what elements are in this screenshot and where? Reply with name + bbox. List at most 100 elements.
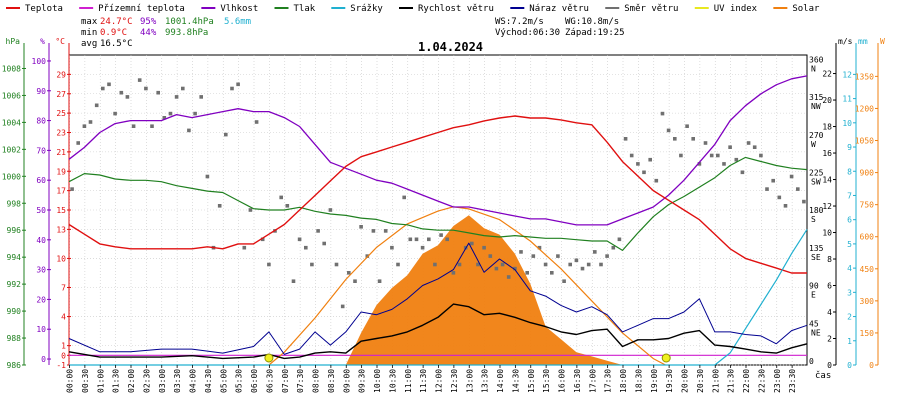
x-tick-label-24: 12:00 [435, 369, 444, 393]
series-wind-direction-point-25 [224, 132, 228, 137]
series-wind-direction-point-9 [125, 95, 130, 99]
series-wind-direction-point-24 [217, 204, 222, 208]
sunrise-info: Východ:06:30 [495, 28, 560, 38]
x-tick-label-46: 23:00 [773, 369, 782, 393]
series-wind-direction-point-16 [168, 111, 173, 116]
axis-label-mm-9: 9 [847, 143, 852, 152]
axis-label-hPa-7: 1000 [2, 172, 21, 181]
x-tick-label-36: 18:00 [619, 369, 628, 393]
axis-label-mm-3: 3 [847, 288, 852, 297]
series-wind-direction-point-49 [371, 229, 376, 233]
dir-tick-label-compass-4: S [811, 215, 816, 224]
axis-label-hPa-9: 1004 [2, 118, 21, 127]
series-wind-direction-point-36 [291, 279, 296, 283]
dir-tick-label-compass-7: NW [811, 102, 821, 111]
series-wind-direction-point-17 [174, 95, 179, 99]
series-wind-direction-point-90 [623, 137, 628, 141]
axis-label-hPa-4: 994 [7, 253, 22, 262]
stats-min-press: 993.8hPa [165, 28, 208, 38]
series-wind-direction-point-69 [494, 266, 499, 271]
series-wind-direction-point-12 [144, 86, 148, 91]
series-wind-direction-point-106 [722, 162, 726, 166]
x-tick-label-37: 18:30 [634, 369, 643, 393]
series-wind-direction-point-115 [777, 195, 782, 200]
series-wind-direction-point-8 [119, 90, 124, 95]
series-wind-direction-point-83 [580, 266, 585, 271]
axis-title-ms: m/s [838, 37, 853, 46]
series-wind-direction-point-56 [414, 237, 419, 242]
dir-tick-label-compass-5: SW [811, 177, 821, 186]
axis-label-W-2: 300 [860, 297, 875, 306]
series-wind-direction-point-48 [365, 254, 370, 258]
axis-label-pct-3: 30 [36, 266, 46, 275]
stats-avg-temp: 16.5°C [100, 39, 133, 49]
x-tick-label-38: 19:00 [650, 369, 659, 393]
series-wind-direction-point-85 [593, 250, 597, 254]
series-wind-direction-point-51 [383, 229, 388, 233]
dir-tick-label-8: 360 [809, 55, 824, 64]
series-wind-direction-point-44 [340, 304, 345, 309]
series-wind-direction-point-26 [230, 86, 234, 91]
axis-label-pct-8: 80 [36, 117, 46, 126]
plot-area [68, 75, 808, 366]
axis-label-ms-1: 2 [827, 335, 832, 344]
series-wind-direction-point-20 [193, 111, 197, 116]
x-tick-label-35: 17:30 [604, 369, 613, 393]
x-tick-label-44: 22:00 [742, 369, 751, 393]
axis-label-degC-13: 27 [56, 90, 66, 99]
x-tick-label-34: 17:00 [588, 369, 597, 393]
series-wind-direction-point-38 [304, 245, 308, 250]
series-wind-direction-point-95 [654, 178, 659, 183]
series-wind-direction-point-45 [347, 271, 351, 275]
dir-tick-label-6: 270 [809, 131, 824, 140]
axis-title-W: W [880, 37, 885, 46]
axis-label-hPa-3: 992 [7, 280, 22, 289]
series-wind-direction-point-102 [697, 162, 702, 166]
dir-tick-label-compass-6: W [811, 140, 816, 149]
series-wind-direction-point-105 [716, 153, 720, 158]
series-wind-direction-point-19 [187, 128, 191, 133]
series-wind-direction-point-119 [802, 199, 806, 204]
axis-label-ms-3: 6 [827, 282, 832, 291]
axis-label-mm-2: 2 [847, 313, 852, 322]
axis-label-ms-7: 14 [822, 176, 832, 185]
series-wind-direction-point-104 [709, 153, 714, 158]
legend-label-5: Rychlost větru [418, 4, 494, 14]
x-tick-label-12: 06:00 [250, 369, 259, 393]
axis-title-hPa: hPa [6, 37, 21, 46]
legend-label-2: Vlhkost [220, 4, 258, 14]
legend-label-7: Směr větru [624, 4, 678, 14]
axis-title-pct: % [40, 37, 45, 46]
axis-label-ms-8: 16 [822, 149, 832, 158]
axis-label-hPa-5: 996 [7, 226, 22, 235]
series-wind-direction-point-74 [525, 271, 529, 275]
series-wind-direction-point-88 [611, 245, 616, 250]
axis-label-ms-0: 0 [827, 361, 832, 370]
dir-tick-label-2: 90 [809, 282, 819, 291]
series-wind-direction-point-14 [156, 90, 160, 95]
series-wind-direction-point-91 [629, 153, 634, 158]
series-wind-direction-point-111 [752, 145, 757, 149]
stats-min-label: min [81, 28, 97, 38]
dir-tick-label-compass-2: E [811, 291, 816, 300]
x-tick-label-19: 09:30 [358, 369, 367, 393]
x-tick-label-7: 03:30 [173, 369, 182, 393]
x-tick-label-25: 12:30 [450, 369, 459, 393]
dir-tick-label-5: 225 [809, 168, 824, 177]
x-tick-label-47: 23:30 [788, 369, 797, 393]
x-axis: 00:00 00:30 01:00 01:30 02:00 02:30 03:00 03:30… [66, 365, 797, 393]
series-wind-direction-point-99 [679, 153, 683, 158]
x-tick-label-2: 01:00 [96, 369, 105, 393]
series-wind-direction-point-92 [636, 162, 640, 166]
axis-label-pct-0: 0 [41, 355, 46, 364]
axis-label-W-8: 1200 [855, 104, 874, 113]
series-wind-direction-point-116 [783, 204, 788, 208]
x-tick-label-30: 15:00 [527, 369, 536, 393]
axis-label-hPa-8: 1002 [2, 145, 21, 154]
legend-label-8: UV index [714, 4, 758, 14]
x-tick-label-9: 04:30 [204, 369, 213, 393]
series-wind-direction-point-1 [76, 141, 80, 145]
series-wind-direction-point-53 [396, 262, 400, 267]
axis-label-ms-4: 8 [827, 255, 832, 264]
wind-gust-info: WG:10.8m/s [565, 17, 619, 27]
